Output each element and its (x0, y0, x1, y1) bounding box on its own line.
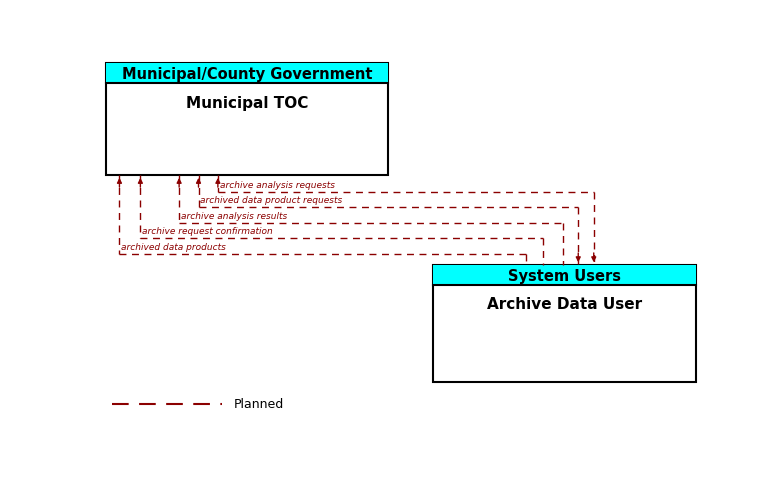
Text: Planned: Planned (234, 397, 284, 410)
Text: archived data products: archived data products (121, 242, 226, 251)
Bar (432, 266, 696, 382)
Text: archive analysis requests: archive analysis requests (220, 181, 335, 190)
Bar (106, 64, 389, 176)
Text: Municipal TOC: Municipal TOC (186, 95, 308, 110)
Bar (432, 266, 696, 286)
Text: Municipal/County Government: Municipal/County Government (122, 67, 372, 82)
Text: System Users: System Users (508, 268, 621, 283)
Text: archived data product requests: archived data product requests (200, 196, 343, 205)
Text: archive request confirmation: archive request confirmation (142, 227, 273, 236)
Bar (106, 64, 389, 84)
Text: Archive Data User: Archive Data User (486, 297, 642, 312)
Text: archive analysis results: archive analysis results (181, 212, 287, 220)
